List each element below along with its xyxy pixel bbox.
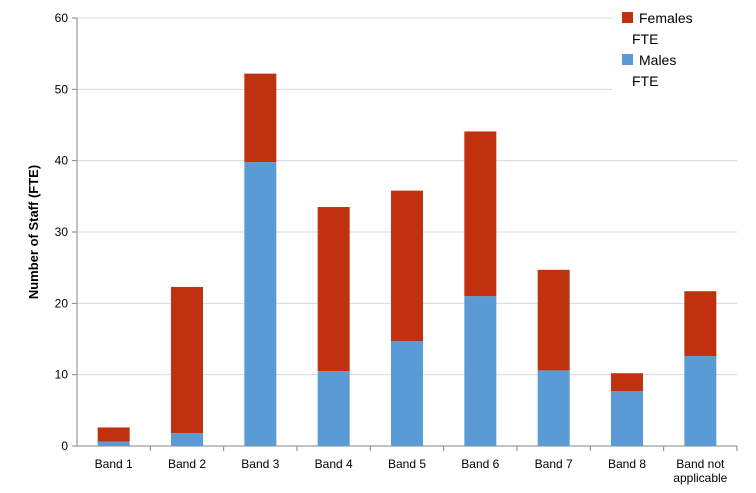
bar-segment-females [611,373,643,392]
legend-swatch [622,54,633,65]
y-tick-label: 0 [61,439,68,453]
y-tick-label: 30 [55,225,69,239]
x-tick-label: Band 3 [241,457,279,471]
y-tick-label: 40 [55,154,69,168]
bar-segment-males [684,356,717,446]
x-tick-label: Band 7 [535,457,573,471]
x-tick-label: Band not applicable [673,457,727,485]
bar-segment-females [171,286,203,434]
y-tick-label: 10 [55,368,69,382]
bar-segment-males [464,296,497,446]
bar-segment-males [317,371,350,446]
legend-swatch [622,12,633,23]
x-tick-label: Band 4 [315,457,353,471]
bar-segment-males [171,433,203,446]
y-axis-title: Number of Staff (FTE) [26,165,41,299]
bar-segment-females [97,427,130,442]
y-tick-label: 50 [55,82,69,96]
bar-segment-females [537,269,570,371]
y-tick-label: 20 [55,296,69,310]
legend-label: Females FTE [632,10,693,47]
bar-segment-females [684,291,717,357]
bar-segment-females [244,73,277,163]
bar-segment-males [97,441,130,446]
x-tick-label: Band 6 [461,457,499,471]
y-tick-label: 60 [55,11,69,25]
legend-label: Males FTE [632,52,676,89]
x-tick-label: Band 8 [608,457,646,471]
bar-segment-females [391,190,423,342]
x-tick-label: Band 1 [95,457,133,471]
bar-segment-females [464,131,497,297]
x-tick-label: Band 5 [388,457,426,471]
bar-segment-females [317,207,350,372]
bar-segment-males [611,391,643,446]
bar-segment-males [391,341,423,446]
bar-segment-males [537,370,570,446]
bar-segment-males [244,162,277,447]
x-tick-label: Band 2 [168,457,206,471]
